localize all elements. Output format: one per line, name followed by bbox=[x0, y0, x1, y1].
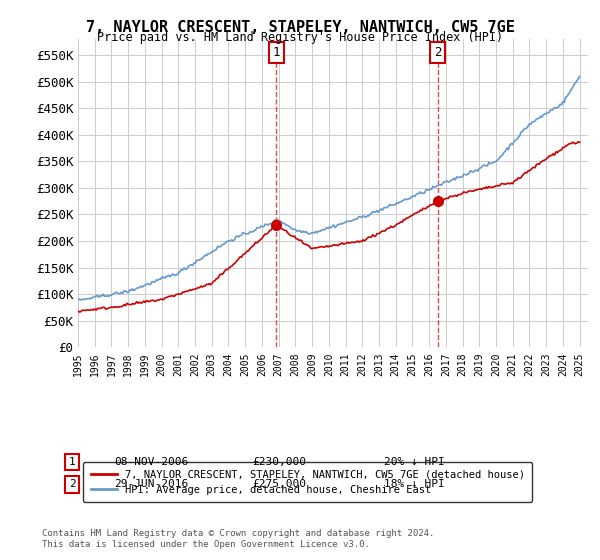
Text: 2: 2 bbox=[68, 479, 76, 489]
Text: £230,000: £230,000 bbox=[252, 457, 306, 467]
Text: Price paid vs. HM Land Registry's House Price Index (HPI): Price paid vs. HM Land Registry's House … bbox=[97, 31, 503, 44]
Text: 2: 2 bbox=[434, 46, 441, 59]
Text: 1: 1 bbox=[272, 46, 280, 59]
Text: £275,000: £275,000 bbox=[252, 479, 306, 489]
Text: 18% ↓ HPI: 18% ↓ HPI bbox=[384, 479, 445, 489]
Text: 29-JUN-2016: 29-JUN-2016 bbox=[114, 479, 188, 489]
Legend: 7, NAYLOR CRESCENT, STAPELEY, NANTWICH, CW5 7GE (detached house), HPI: Average p: 7, NAYLOR CRESCENT, STAPELEY, NANTWICH, … bbox=[83, 463, 532, 502]
Text: 7, NAYLOR CRESCENT, STAPELEY, NANTWICH, CW5 7GE: 7, NAYLOR CRESCENT, STAPELEY, NANTWICH, … bbox=[86, 20, 514, 35]
Text: 20% ↓ HPI: 20% ↓ HPI bbox=[384, 457, 445, 467]
Text: 08-NOV-2006: 08-NOV-2006 bbox=[114, 457, 188, 467]
Text: Contains HM Land Registry data © Crown copyright and database right 2024.
This d: Contains HM Land Registry data © Crown c… bbox=[42, 529, 434, 549]
Text: 1: 1 bbox=[68, 457, 76, 467]
